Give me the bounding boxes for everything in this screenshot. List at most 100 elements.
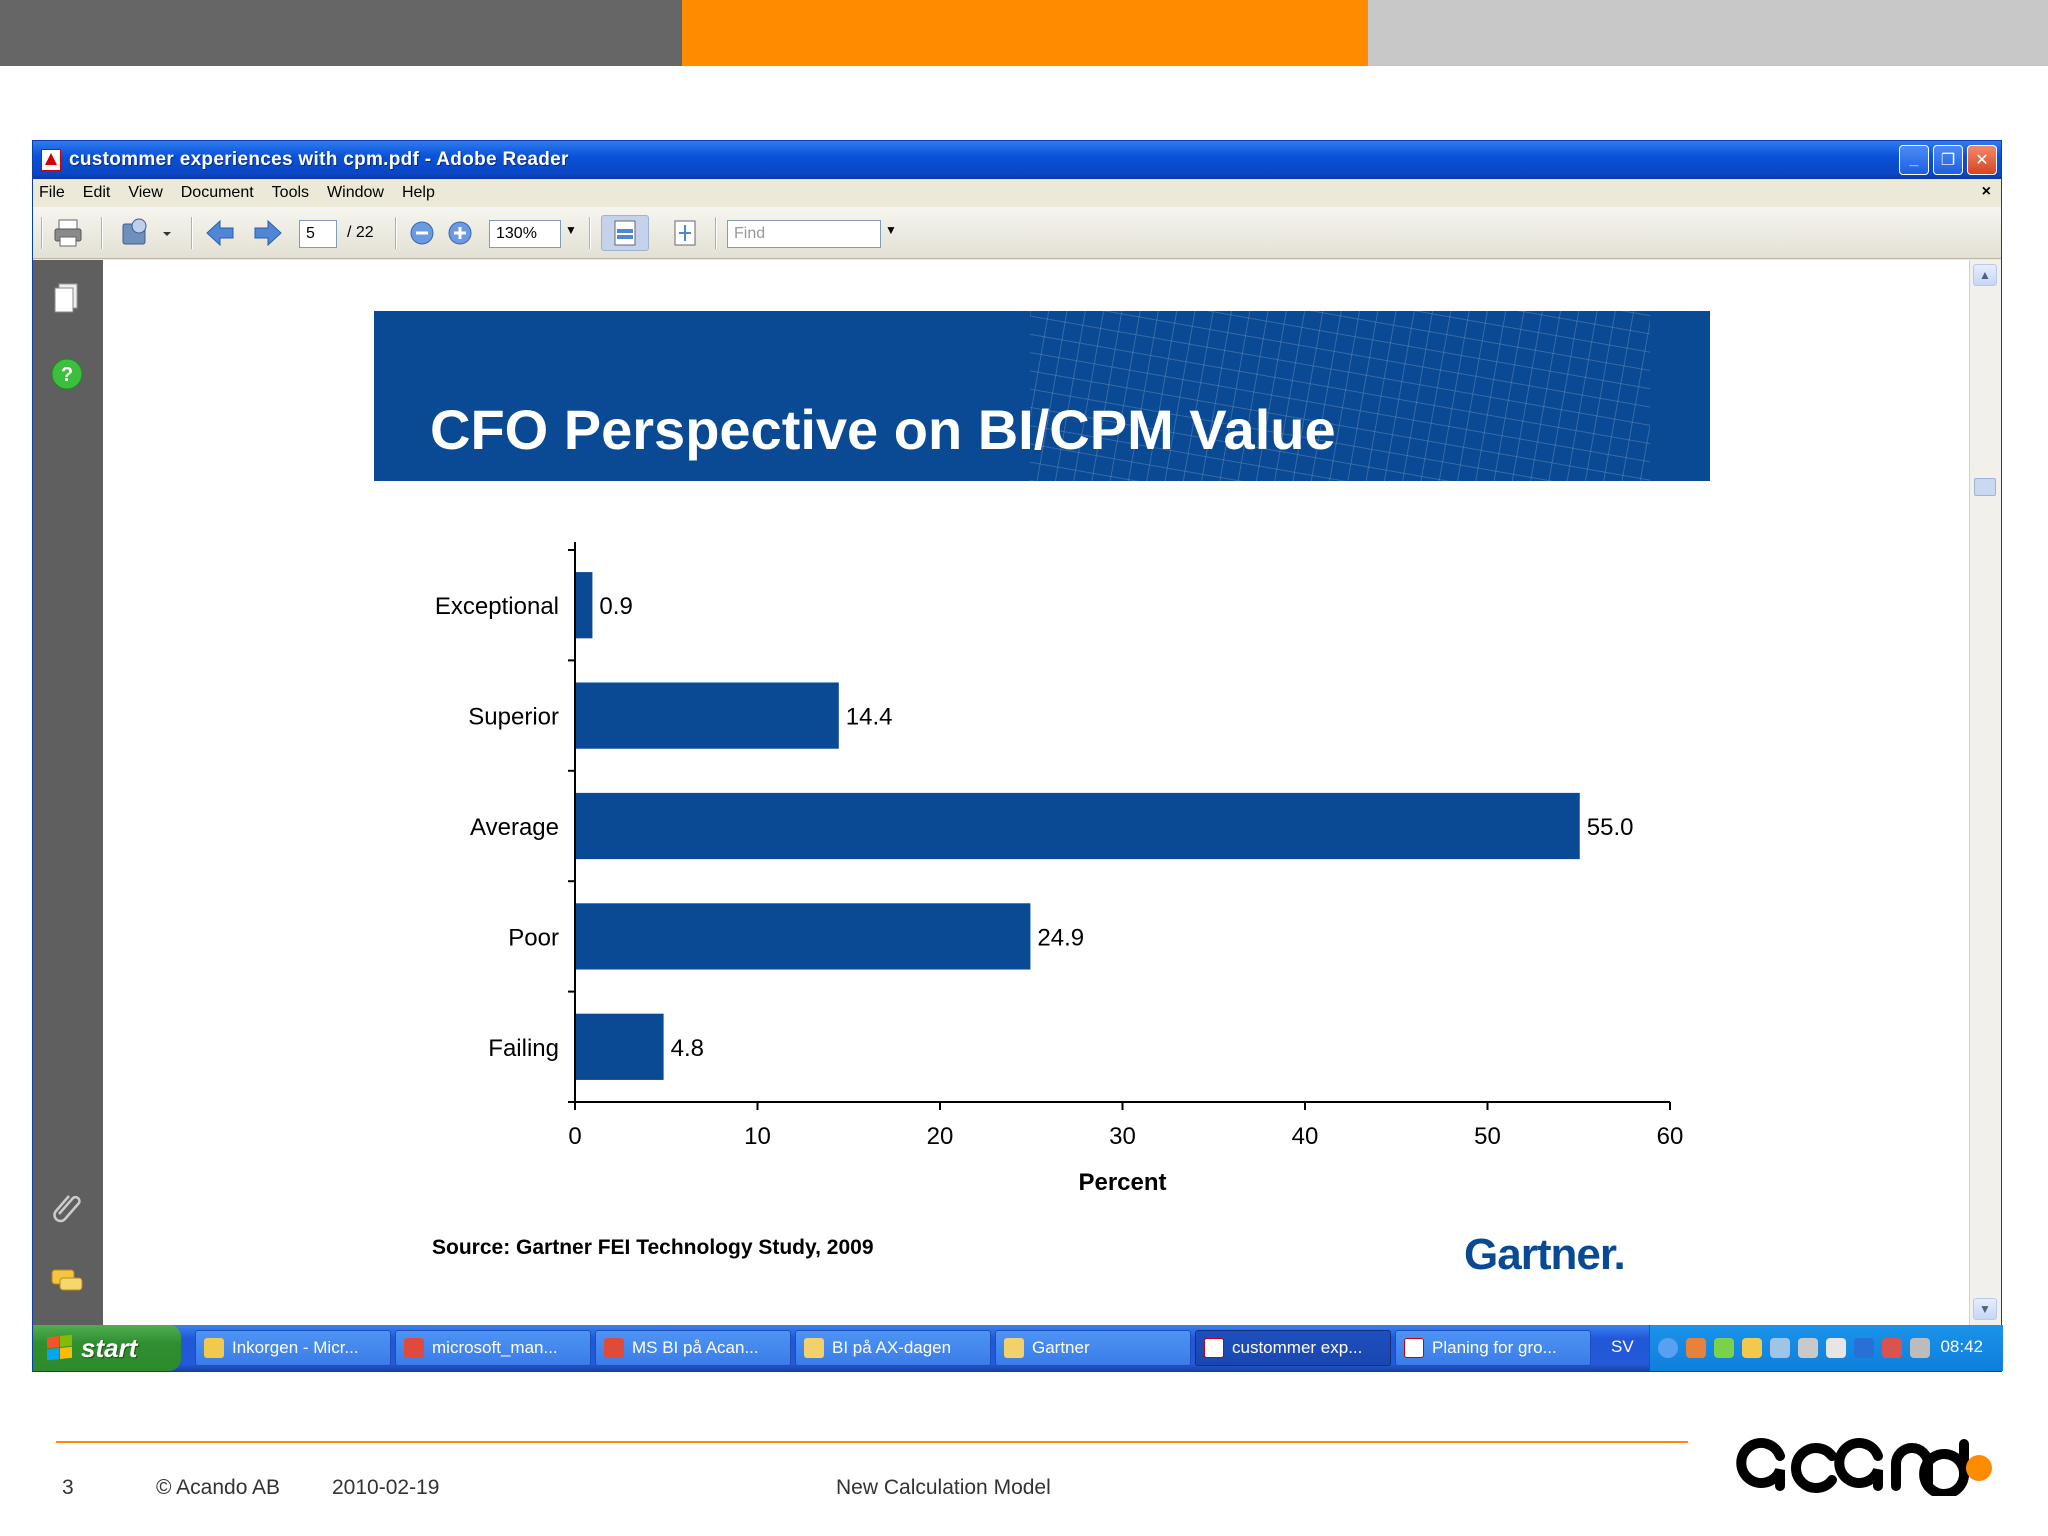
x-tick-label: 20 [927, 1123, 954, 1150]
toolbar-separator [191, 217, 193, 249]
zoom-out-icon[interactable] [407, 215, 437, 251]
title-bar[interactable]: custommer experiences with cpm.pdf - Ado… [33, 141, 2001, 179]
find-dropdown-arrow-icon[interactable]: ▼ [885, 223, 897, 237]
outlook-icon [204, 1338, 224, 1358]
pages-icon[interactable] [49, 280, 85, 316]
svg-text:?: ? [61, 364, 73, 386]
minimize-button[interactable]: _ [1899, 145, 1929, 175]
tray-monitor-icon[interactable] [1910, 1338, 1930, 1358]
pdf-icon [404, 1338, 424, 1358]
tray-app-icon[interactable] [1686, 1338, 1706, 1358]
x-tick-label: 30 [1109, 1123, 1136, 1150]
footer-page-number: 3 [62, 1476, 74, 1499]
data-label: 14.4 [846, 704, 893, 731]
folder-icon [1004, 1338, 1024, 1358]
tray-network-icon[interactable] [1882, 1338, 1902, 1358]
data-label: 4.8 [671, 1035, 704, 1062]
footer-line [56, 1441, 1688, 1443]
menu-file[interactable]: File [39, 184, 65, 201]
powerpoint-icon [604, 1338, 624, 1358]
menu-document[interactable]: Document [180, 184, 254, 201]
bar-chart: Exceptional 0.9 Superior 14.4 Average 55.0 Poo… [435, 542, 1684, 1196]
gartner-logo: Gartner. [1464, 1230, 1626, 1279]
clock: 08:42 [1940, 1337, 1983, 1356]
taskbar-item-label: Inkorgen - Micr... [232, 1338, 359, 1357]
windows-logo-icon [47, 1334, 73, 1362]
scroll-up-icon[interactable]: ▲ [1973, 264, 1997, 286]
toolbar-separator [101, 217, 103, 249]
taskbar-item-gartner[interactable]: Gartner [995, 1330, 1191, 1366]
x-tick-label: 10 [744, 1123, 771, 1150]
language-indicator[interactable]: SV [1611, 1337, 1634, 1356]
start-label: start [81, 1332, 138, 1363]
taskbar-item-label: MS BI på Acan... [632, 1338, 759, 1357]
scroll-thumb[interactable] [1974, 478, 1996, 496]
menu-view[interactable]: View [128, 184, 163, 201]
taskbar-item-ms-bi[interactable]: MS BI på Acan... [595, 1330, 791, 1366]
menu-window[interactable]: Window [327, 184, 384, 201]
menu-tools[interactable]: Tools [271, 184, 310, 201]
zoom-in-icon[interactable] [445, 215, 475, 251]
taskbar-item-microsoft-man[interactable]: microsoft_man... [395, 1330, 591, 1366]
x-tick-label: 0 [568, 1123, 581, 1150]
previous-page-icon[interactable] [203, 215, 237, 251]
bluetooth-icon[interactable] [1854, 1338, 1874, 1358]
x-tick-label: 60 [1657, 1123, 1684, 1150]
vertical-scrollbar[interactable]: ▲ ▼ [1969, 260, 2001, 1325]
navigation-pane: ? [33, 260, 103, 1325]
taskbar-item-planing[interactable]: Planing for gro... [1395, 1330, 1591, 1366]
slide-banner: CFO Perspective on BI/CPM Value [374, 311, 1710, 481]
page-number-input[interactable]: 5 [299, 220, 337, 248]
category-label: Failing [488, 1035, 559, 1062]
toolbar-separator [395, 217, 397, 249]
tray-shield-icon[interactable] [1826, 1338, 1846, 1358]
tray-app-icon[interactable] [1714, 1338, 1734, 1358]
slide-title: CFO Perspective on BI/CPM Value [430, 398, 1336, 461]
tray-app-icon[interactable] [1770, 1338, 1790, 1358]
next-page-icon[interactable] [251, 215, 285, 251]
x-axis-title: Percent [1078, 1169, 1166, 1196]
x-tick-label: 50 [1474, 1123, 1501, 1150]
fit-page-icon[interactable] [665, 215, 705, 251]
data-label: 24.9 [1037, 924, 1084, 951]
start-button[interactable]: start [33, 1325, 181, 1371]
top-stripe-light [1368, 0, 2048, 66]
toolbar-grip [41, 217, 43, 249]
close-button[interactable]: ✕ [1967, 145, 1997, 175]
category-label: Superior [468, 704, 559, 731]
scroll-down-icon[interactable]: ▼ [1973, 1298, 1997, 1320]
taskbar-item-label: BI på AX-dagen [832, 1338, 952, 1357]
zoom-dropdown-arrow-icon[interactable]: ▼ [565, 223, 577, 237]
bar-failing [576, 1013, 664, 1080]
tray-expand-icon[interactable] [1658, 1338, 1678, 1358]
taskbar-item-custommer-exp[interactable]: custommer exp... [1195, 1330, 1391, 1366]
fit-width-icon[interactable] [601, 215, 649, 251]
restore-button[interactable]: ❐ [1933, 145, 1963, 175]
bar-poor [576, 903, 1031, 970]
top-stripe-orange [682, 0, 1368, 66]
taskbar-item-label: microsoft_man... [432, 1338, 558, 1357]
menu-help[interactable]: Help [401, 184, 435, 201]
share-dropdown-icon[interactable] [119, 215, 175, 251]
toolbar-separator [589, 217, 591, 249]
document-close-icon[interactable]: × [1981, 183, 1991, 200]
print-icon[interactable] [51, 215, 85, 251]
find-input[interactable]: Find [727, 220, 881, 248]
category-label: Poor [508, 924, 559, 951]
footer-title: New Calculation Model [836, 1476, 1051, 1499]
toolbar-separator [715, 217, 717, 249]
menu-edit[interactable]: Edit [82, 184, 111, 201]
comments-icon[interactable] [49, 1264, 85, 1300]
taskbar-item-bi-ax-dagen[interactable]: BI på AX-dagen [795, 1330, 991, 1366]
adobe-reader-icon [1404, 1338, 1424, 1358]
attachments-icon[interactable] [49, 1188, 85, 1224]
zoom-select[interactable]: 130% [489, 220, 561, 248]
help-icon[interactable]: ? [49, 356, 85, 392]
tray-app-icon[interactable] [1742, 1338, 1762, 1358]
data-label: 55.0 [1587, 814, 1634, 841]
taskbar-item-inbox[interactable]: Inkorgen - Micr... [195, 1330, 391, 1366]
banner-grid-pattern [1030, 311, 1650, 481]
system-tray: 08:42 [1649, 1325, 2003, 1371]
tray-app-icon[interactable] [1798, 1338, 1818, 1358]
